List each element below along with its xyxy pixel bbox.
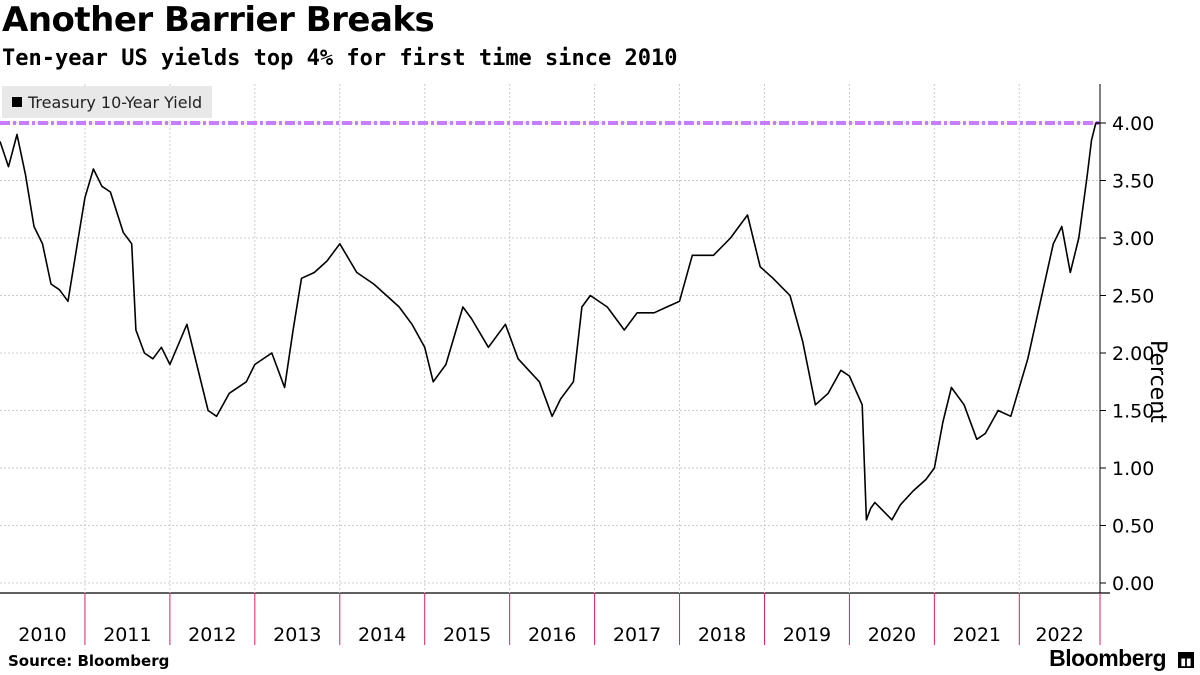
- y-tick-label: 2.50: [1112, 286, 1154, 308]
- y-tick-label: 1.00: [1112, 458, 1154, 480]
- x-tick-label: 2011: [103, 624, 151, 646]
- x-tick-label: 2021: [953, 624, 1001, 646]
- x-tick-label: 2012: [188, 624, 236, 646]
- x-tick-label: 2010: [18, 624, 66, 646]
- x-tick-label: 2020: [868, 624, 916, 646]
- y-tick-label: 3.00: [1112, 228, 1154, 250]
- x-tick-label: 2014: [358, 624, 406, 646]
- x-tick-label: 2013: [273, 624, 321, 646]
- y-tick-label: 1.50: [1112, 401, 1154, 423]
- y-tick-label: 4.00: [1112, 113, 1154, 135]
- chart-title: Another Barrier Breaks: [2, 0, 435, 40]
- legend: Treasury 10-Year Yield: [2, 86, 213, 118]
- y-tick-label: 2.00: [1112, 343, 1154, 365]
- source-note: Source: Bloomberg: [8, 652, 170, 670]
- yield-series-line: [0, 122, 1100, 521]
- legend-label: Treasury 10-Year Yield: [28, 92, 203, 112]
- y-tick-label: 0.00: [1112, 573, 1154, 595]
- y-tick-label: 3.50: [1112, 171, 1154, 193]
- bar-chart-icon: ▮▮: [1178, 652, 1194, 668]
- brand-logo: Bloomberg: [1049, 645, 1166, 671]
- x-tick-label: 2022: [1035, 624, 1083, 646]
- chart-subtitle: Ten-year US yields top 4% for first time…: [2, 46, 678, 71]
- x-tick-label: 2018: [698, 624, 746, 646]
- x-tick-label: 2019: [783, 624, 831, 646]
- y-axis-label: Percent: [1145, 340, 1170, 423]
- legend-swatch: [12, 97, 22, 107]
- x-tick-label: 2015: [443, 624, 491, 646]
- x-tick-label: 2017: [613, 624, 661, 646]
- x-tick-label: 2016: [528, 624, 576, 646]
- y-tick-label: 0.50: [1112, 516, 1154, 538]
